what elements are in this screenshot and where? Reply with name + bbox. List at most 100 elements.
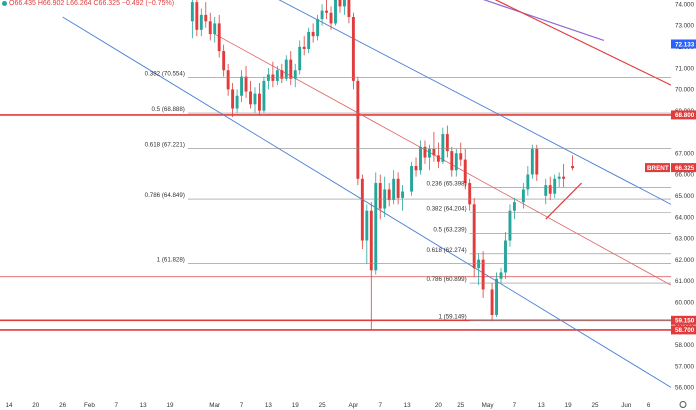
candle-body-80 xyxy=(571,166,575,169)
candle-body-66 xyxy=(495,278,498,315)
time-tick-9: 13 xyxy=(265,402,273,409)
time-tick-19: 13 xyxy=(538,402,546,409)
fib-left-level-label-0: 0.382 (70.554) xyxy=(145,71,185,78)
fib-right-level-label-4: 0.786 (60.899) xyxy=(426,276,466,283)
trend-line-4 xyxy=(494,0,671,86)
candle-body-64 xyxy=(481,259,485,290)
candle-body-51 xyxy=(423,146,427,158)
candle-body-8 xyxy=(226,70,230,90)
candle-body-14 xyxy=(253,93,257,105)
fib-right-level-label-2: 0.5 (63.239) xyxy=(433,226,466,233)
candle-body-57 xyxy=(450,151,454,171)
fib-right-level-label-3: 0.618 (62.274) xyxy=(426,247,466,254)
candle-body-5 xyxy=(213,23,217,35)
candle-body-11 xyxy=(240,76,244,96)
candle-body-76 xyxy=(548,185,552,194)
candle-body-29 xyxy=(320,10,324,20)
price-tag-bg-3 xyxy=(671,315,696,325)
candle-body-42 xyxy=(378,183,382,209)
candle-body-22 xyxy=(289,59,293,79)
candle-body-71 xyxy=(521,189,525,203)
symbol-tag-bg xyxy=(645,163,670,173)
time-tick-6: 19 xyxy=(166,402,174,409)
time-tick-12: Apr xyxy=(348,402,358,409)
settings-gear-icon[interactable] xyxy=(679,401,687,408)
candle-body-36 xyxy=(351,17,355,81)
time-tick-22: Jun xyxy=(621,402,632,409)
price-axis-bg xyxy=(671,0,696,410)
candle-body-45 xyxy=(392,178,396,201)
time-tick-11: 25 xyxy=(319,402,327,409)
candle-body-79 xyxy=(562,176,566,179)
candle-body-6 xyxy=(217,23,221,52)
candle-body-52 xyxy=(427,148,431,158)
candle-body-30 xyxy=(325,10,329,13)
candle-body-50 xyxy=(419,146,422,171)
candles-layer xyxy=(190,0,575,330)
candle-body-3 xyxy=(204,14,208,22)
price-tick-3: 71.000 xyxy=(675,65,694,72)
candle-body-9 xyxy=(231,89,235,109)
time-tick-18: 7 xyxy=(513,402,517,409)
price-axis[interactable]: 74.00073.00072.00071.00070.00069.00067.0… xyxy=(645,0,696,410)
price-tag-label-4: 58.700 xyxy=(675,327,695,334)
candle-body-27 xyxy=(311,31,315,37)
price-tick-7: 66.000 xyxy=(675,172,694,179)
price-tag-bg-4 xyxy=(671,325,696,335)
candle-body-39 xyxy=(365,210,369,241)
candle-body-15 xyxy=(257,93,261,111)
candle-body-48 xyxy=(410,166,414,192)
fib-right-level-label-1: 0.382 (64.204) xyxy=(426,206,466,213)
price-tag-label-3: 59.150 xyxy=(675,318,695,325)
fib-left-level-label-1: 0.5 (68.888) xyxy=(152,106,185,113)
candle-body-20 xyxy=(280,70,284,79)
fib-right-level-label-5: 1 (59.149) xyxy=(438,313,466,320)
price-tick-11: 62.000 xyxy=(675,257,694,264)
candle-body-16 xyxy=(262,80,266,111)
time-tick-1: 20 xyxy=(32,402,40,409)
price-tag-bg-2 xyxy=(671,163,696,173)
market-status-icon xyxy=(2,0,7,6)
time-axis[interactable]: 14 20 26 Feb 7 13 19 Mar 7 13 19 25 Apr 7 13 20 25 May 7 13… xyxy=(0,398,696,410)
time-tick-3: Feb xyxy=(84,402,95,409)
price-tick-9: 64.000 xyxy=(675,214,694,221)
candle-body-68 xyxy=(504,240,507,273)
candle-body-77 xyxy=(553,178,557,194)
price-tick-16: 57.000 xyxy=(675,363,694,370)
trend-line-0 xyxy=(62,16,671,388)
price-tick-6: 67.000 xyxy=(675,150,694,157)
candle-body-53 xyxy=(432,148,436,156)
trend-line-3 xyxy=(483,0,605,42)
time-tick-20: 19 xyxy=(565,402,573,409)
ohlc-low: L66.264 xyxy=(66,0,92,7)
time-tick-13: 7 xyxy=(378,402,382,409)
candle-body-58 xyxy=(454,153,458,171)
fib-left-level-label-2: 0.618 (67.221) xyxy=(145,142,185,149)
candle-body-19 xyxy=(275,70,279,81)
candle-body-65 xyxy=(490,289,494,315)
candle-body-32 xyxy=(334,0,337,24)
candle-body-70 xyxy=(512,202,516,211)
ohlc-readout: O66.435 H66.902 L66.264 C66.325 −0.492 (… xyxy=(2,0,174,7)
candle-body-1 xyxy=(195,2,199,30)
candle-body-10 xyxy=(235,95,239,109)
candle-body-34 xyxy=(342,0,346,7)
time-tick-4: 7 xyxy=(115,402,119,409)
time-tick-17: May xyxy=(482,402,495,409)
candle-body-56 xyxy=(445,134,449,152)
price-tick-4: 70.000 xyxy=(675,87,694,94)
time-tick-7: Mar xyxy=(209,402,220,409)
candle-body-26 xyxy=(307,31,311,49)
candle-body-72 xyxy=(526,174,530,190)
candle-body-4 xyxy=(208,21,212,35)
time-tick-8: 7 xyxy=(240,402,244,409)
time-tick-0: 14 xyxy=(5,402,13,409)
candle-body-59 xyxy=(459,153,463,160)
candle-body-33 xyxy=(338,0,342,7)
candle-body-37 xyxy=(356,80,360,179)
symbol-tag-label: BRENT xyxy=(647,165,669,172)
candle-body-63 xyxy=(477,259,481,269)
ohlc-close: C66.325 xyxy=(93,0,120,7)
price-tick-13: 60.000 xyxy=(675,299,694,306)
